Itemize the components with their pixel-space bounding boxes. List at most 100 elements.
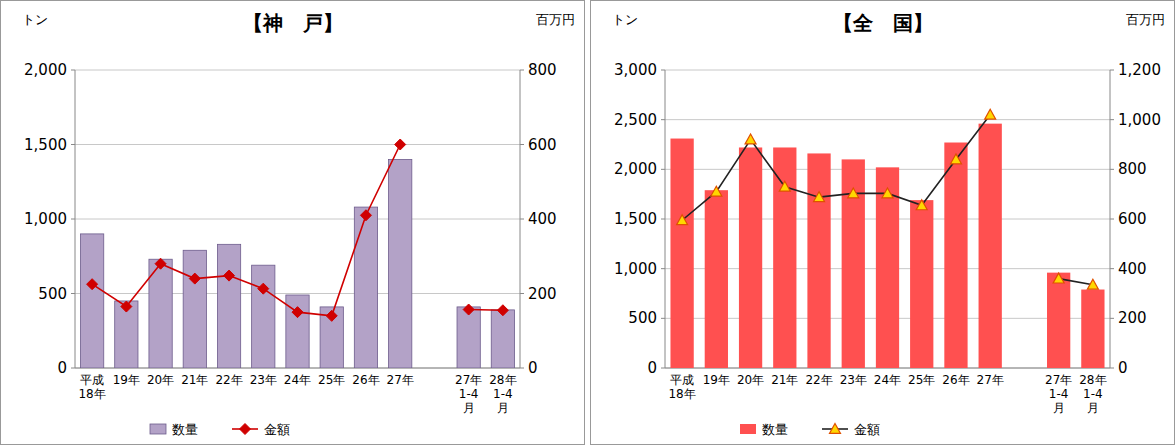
- bar: [115, 301, 138, 368]
- bar: [944, 143, 967, 368]
- line-marker: [745, 134, 756, 144]
- y2-tick: [520, 144, 524, 145]
- y2-tick-label: 200: [528, 285, 557, 303]
- y-tick: [661, 318, 665, 319]
- line-marker: [950, 154, 961, 164]
- y2-tick-label: 400: [1118, 260, 1147, 278]
- x-tick-label-line: 22年: [805, 373, 832, 387]
- y2-tick-label: 600: [528, 136, 557, 154]
- grid-line: [665, 70, 1110, 71]
- x-tick-label-line: 27年: [1045, 373, 1072, 387]
- y-tick: [71, 219, 75, 220]
- line-marker: [121, 301, 132, 312]
- bar: [979, 124, 1002, 368]
- x-tick-label: 21年: [771, 373, 798, 387]
- x-tick-label-line: 21年: [771, 373, 798, 387]
- x-tick-label: 23年: [250, 373, 277, 387]
- x-tick-label-line: 22年: [215, 373, 242, 387]
- grid-line: [75, 70, 520, 71]
- y-tick: [71, 293, 75, 294]
- legend-label: 数量: [172, 422, 198, 437]
- bar: [491, 310, 514, 368]
- y-tick: [71, 70, 75, 71]
- x-tick-label-line: 平成: [80, 373, 104, 387]
- x-tick-label: 26年: [352, 373, 379, 387]
- x-tick-label-line: 20年: [147, 373, 174, 387]
- x-tick-label: 27年1-4月: [455, 373, 482, 415]
- x-tick-label: 22年: [215, 373, 242, 387]
- bar: [149, 259, 172, 368]
- grid-line: [75, 293, 520, 294]
- legend: 数量金額: [740, 422, 880, 437]
- y-axis: [665, 70, 666, 368]
- bar: [80, 234, 103, 368]
- line-marker: [326, 310, 337, 321]
- y2-tick-label: 0: [528, 359, 538, 377]
- x-tick-label-line: 月: [497, 401, 509, 415]
- plot-area: [80, 139, 514, 368]
- y-tick-label: 2,500: [614, 111, 657, 129]
- page: {"chart_data": [ {"type": "bar", "title"…: [0, 0, 1175, 445]
- bar: [389, 159, 412, 368]
- x-tick-label-line: 月: [463, 401, 475, 415]
- y2-axis: [520, 70, 521, 368]
- x-tick-label-line: 27年: [977, 373, 1004, 387]
- y2-tick-label: 400: [528, 210, 557, 228]
- line-marker: [395, 139, 406, 150]
- x-tick-label-line: 月: [1053, 401, 1065, 415]
- legend-marker: [240, 424, 251, 435]
- y-tick-label: 500: [38, 285, 67, 303]
- x-tick-label: 27年: [387, 373, 414, 387]
- x-tick-label: 28年1-4月: [1079, 373, 1106, 415]
- bar: [773, 147, 796, 368]
- x-tick-label-line: 1-4: [1049, 387, 1069, 401]
- bar: [217, 244, 240, 368]
- bar: [739, 147, 762, 368]
- y-axis: [75, 70, 76, 368]
- y2-tick: [1110, 318, 1114, 319]
- x-tick-label-line: 月: [1087, 401, 1099, 415]
- line: [92, 145, 503, 316]
- y-tick-label: 3,000: [614, 61, 657, 79]
- y2-tick-label: 1,000: [1118, 111, 1161, 129]
- x-tick-label: 26年: [942, 373, 969, 387]
- line-marker: [711, 186, 722, 196]
- legend-swatch: [740, 424, 756, 434]
- y-tick-label: 2,000: [24, 61, 67, 79]
- x-tick-label-line: 28年: [1079, 373, 1106, 387]
- x-tick-label: 平成18年: [668, 373, 695, 401]
- x-tick-label: 25年: [318, 373, 345, 387]
- x-tick-label: 20年: [147, 373, 174, 387]
- chart-canvas: 【神 戸】トン百万円05001,0001,5002,00002004006008…: [0, 0, 1175, 445]
- y-axis-title: トン: [612, 12, 638, 27]
- line-marker: [916, 200, 927, 210]
- bar: [670, 139, 693, 368]
- bar: [1047, 273, 1070, 368]
- legend-swatch: [150, 424, 166, 434]
- y2-axis-title: 百万円: [536, 12, 575, 27]
- x-tick-label: 27年1-4月: [1045, 373, 1072, 415]
- x-tick-label: 23年: [840, 373, 867, 387]
- x-tick-label-line: 1-4: [493, 387, 513, 401]
- x-tick-label-line: 25年: [908, 373, 935, 387]
- bar: [354, 207, 377, 368]
- y-tick-label: 0: [57, 359, 67, 377]
- y2-tick-label: 1,200: [1118, 61, 1161, 79]
- x-tick-label-line: 27年: [387, 373, 414, 387]
- legend-marker: [830, 424, 841, 434]
- x-tick-label-line: 24年: [874, 373, 901, 387]
- x-tick-label: 22年: [805, 373, 832, 387]
- x-tick-label: 24年: [874, 373, 901, 387]
- x-tick-label-line: 20年: [737, 373, 764, 387]
- bar: [705, 190, 728, 368]
- legend-label: 数量: [762, 422, 788, 437]
- y2-axis-title: 百万円: [1126, 12, 1165, 27]
- x-tick-label-line: 19年: [113, 373, 140, 387]
- line-marker: [1087, 279, 1098, 289]
- y2-tick: [1110, 368, 1114, 369]
- x-tick-label: 20年: [737, 373, 764, 387]
- x-tick-label: 24年: [284, 373, 311, 387]
- line-marker: [497, 305, 508, 316]
- y2-tick: [1110, 169, 1114, 170]
- y2-tick: [1110, 219, 1114, 220]
